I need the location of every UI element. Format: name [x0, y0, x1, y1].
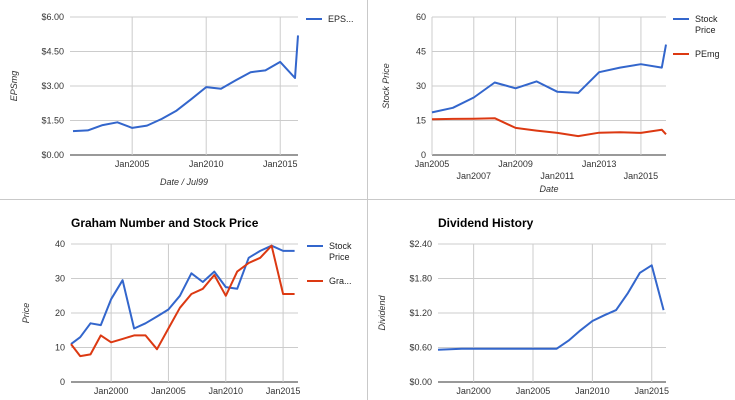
y-tick-label: 30	[416, 81, 426, 91]
x-tick-label: Jan2005	[151, 386, 186, 396]
y-tick-label: 20	[55, 308, 65, 318]
y-tick-label: $0.00	[409, 377, 432, 387]
y-axis-title: Dividend	[377, 295, 387, 331]
vertical-divider	[367, 0, 368, 400]
y-tick-label: $1.80	[409, 274, 432, 284]
legend-label: Stock Price	[695, 14, 718, 35]
y-tick-label: $1.20	[409, 308, 432, 318]
graham-chart-panel: 0 10 20 30 40 Jan2000 Jan2005 Jan2010 Jan2015 Sto…	[0, 200, 367, 400]
y-tick-label: 10	[55, 343, 65, 353]
x-tick-label: Jan2005	[516, 386, 551, 396]
y-tick-label: 15	[416, 116, 426, 126]
y-tick-label: $0.00	[41, 150, 64, 160]
x-tick-label: Jan2005	[115, 159, 150, 169]
dividend-chart-panel: $0.00 $0.60 $1.20 $1.80 $2.40 Jan2000 Jan2005 J…	[368, 200, 735, 400]
series-line-stock-price	[431, 44, 667, 114]
legend-label: Stock Price	[329, 241, 352, 262]
legend-label: EPS...	[328, 14, 354, 24]
x-tick-label: Jan2011	[540, 171, 574, 181]
series-line-main	[437, 264, 665, 351]
x-tick-label: Jan2015	[624, 171, 659, 181]
x-tick-label: Jan2005	[415, 159, 450, 169]
y-tick-label: 60	[416, 12, 426, 22]
x-tick-label: Jan2010	[575, 386, 610, 396]
x-tick-label: Jan2009	[498, 159, 533, 169]
legend-label: PEmg	[695, 49, 720, 59]
y-tick-label: $4.50	[41, 47, 64, 57]
x-axis-title: Date / Jul99	[160, 177, 208, 187]
x-tick-label: Jan2015	[263, 159, 298, 169]
y-tick-label: 40	[55, 239, 65, 249]
horizontal-divider	[0, 199, 735, 200]
x-tick-label: Jan2015	[266, 386, 301, 396]
eps-chart-panel: $0.00 $1.50 $3.00 $4.50 $6.00 Jan2005 Jan2010 J…	[0, 0, 367, 199]
y-tick-label: $3.00	[41, 81, 64, 91]
x-axis-title: Date	[539, 184, 558, 194]
y-tick-label: 0	[60, 377, 65, 387]
x-tick-label: Jan2007	[457, 171, 492, 181]
x-tick-label: Jan2010	[208, 386, 243, 396]
chart-title: Dividend History	[438, 216, 534, 230]
series-line-gra	[70, 244, 295, 358]
y-tick-label: 30	[55, 274, 65, 284]
y-axis-title: EPSmg	[9, 71, 19, 102]
pe-chart: 0 15 30 45 60 Jan2005 Jan2007 Jan2009 Jan2011 Jan…	[381, 12, 720, 194]
y-tick-label: $1.50	[41, 116, 64, 126]
graham-chart: 0 10 20 30 40 Jan2000 Jan2005 Jan2010 Jan2015 Sto…	[21, 216, 352, 396]
chart-title: Graham Number and Stock Price	[71, 216, 259, 230]
series-line-pemg	[431, 117, 667, 138]
x-tick-label: Jan2000	[94, 386, 129, 396]
legend-label: Gra...	[329, 276, 352, 286]
eps-chart: $0.00 $1.50 $3.00 $4.50 $6.00 Jan2005 Jan2010 J…	[9, 12, 354, 187]
pe-chart-panel: 0 15 30 45 60 Jan2005 Jan2007 Jan2009 Jan2011 Jan…	[368, 0, 735, 199]
y-axis-title: Price	[21, 303, 31, 324]
y-tick-label: $2.40	[409, 239, 432, 249]
dividend-chart: $0.00 $0.60 $1.20 $1.80 $2.40 Jan2000 Jan2005 J…	[377, 216, 669, 396]
y-axis-title: Stock Price	[381, 63, 391, 109]
x-tick-label: Jan2013	[582, 159, 617, 169]
y-tick-label: $6.00	[41, 12, 64, 22]
series-line-eps	[72, 35, 299, 133]
y-tick-label: 45	[416, 47, 426, 57]
y-tick-label: $0.60	[409, 343, 432, 353]
series-line-stock-price	[70, 244, 295, 345]
x-tick-label: Jan2000	[456, 386, 491, 396]
x-tick-label: Jan2015	[634, 386, 669, 396]
x-tick-label: Jan2010	[189, 159, 224, 169]
y-tick-label: 0	[421, 150, 426, 160]
